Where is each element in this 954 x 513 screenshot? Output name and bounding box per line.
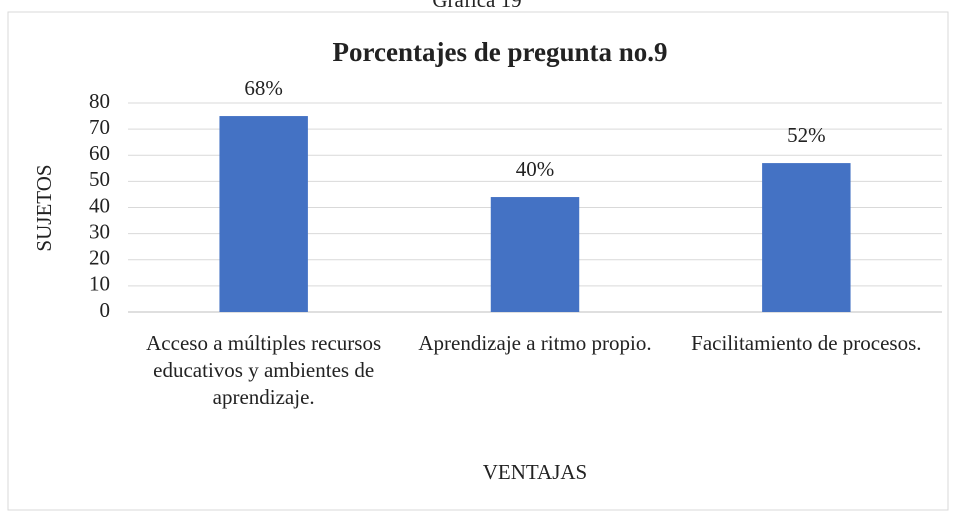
y-tick-label: 60 (89, 141, 110, 165)
data-label: 68% (244, 76, 283, 100)
y-tick-label: 50 (89, 167, 110, 191)
y-tick-label: 20 (89, 246, 110, 270)
data-label: 52% (787, 123, 826, 147)
y-axis-label: SUJETOS (32, 164, 56, 251)
y-tick-label: 0 (100, 298, 111, 322)
bar (762, 163, 851, 312)
caption: Gráfica 19 (432, 0, 521, 12)
data-label: 40% (516, 157, 555, 181)
x-tick-label: Aprendizaje a ritmo propio. (418, 331, 652, 355)
x-axis-label: VENTAJAS (483, 460, 588, 484)
bar (490, 197, 580, 312)
x-tick-label: Acceso a múltiples recursos educativos y… (146, 331, 382, 409)
chart-title: Porcentajes de pregunta no.9 (333, 37, 668, 67)
x-tick-label: Facilitamiento de procesos. (691, 331, 922, 355)
y-tick-label: 40 (89, 193, 110, 217)
y-tick-label: 70 (89, 115, 110, 139)
y-tick-label: 80 (89, 89, 110, 113)
y-tick-label: 30 (89, 219, 110, 243)
y-tick-label: 10 (89, 272, 110, 296)
bar (219, 116, 308, 312)
